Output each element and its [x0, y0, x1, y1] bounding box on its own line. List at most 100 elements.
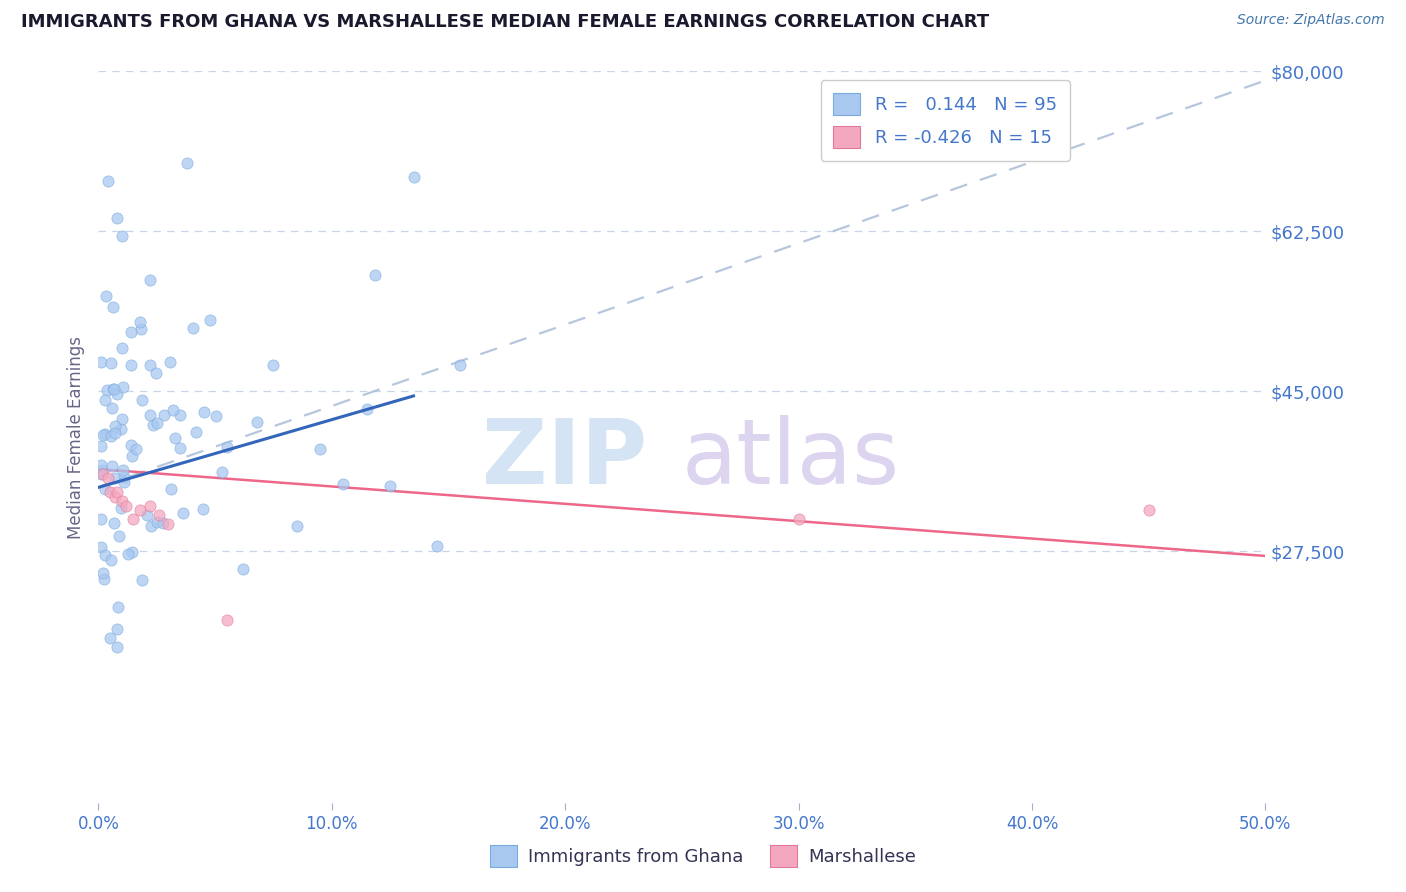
Point — [103, 516, 125, 530]
Point — [97, 174, 120, 188]
Point — [139, 499, 162, 513]
Point — [111, 341, 134, 355]
Point — [105, 211, 128, 225]
Point — [90, 540, 112, 554]
Point — [103, 419, 125, 434]
Point — [94, 548, 117, 562]
Point — [105, 640, 128, 655]
Point — [90, 512, 112, 526]
Point — [96, 384, 118, 398]
Point — [91, 462, 114, 476]
Point — [110, 500, 132, 515]
Point — [232, 562, 254, 576]
Point — [115, 499, 138, 513]
Point — [93, 392, 115, 407]
Point — [117, 547, 139, 561]
Point — [112, 380, 135, 394]
Point — [402, 169, 425, 184]
Point — [110, 422, 132, 436]
Point — [157, 516, 180, 531]
Point — [98, 632, 121, 646]
Text: atlas: atlas — [682, 415, 900, 503]
Point — [129, 322, 152, 336]
Point — [139, 408, 162, 422]
Point — [148, 508, 170, 522]
Point — [107, 386, 129, 401]
Point — [112, 475, 135, 489]
Point — [100, 429, 122, 443]
Point — [193, 405, 215, 419]
Point — [129, 315, 152, 329]
Point — [112, 469, 135, 483]
Point — [131, 393, 153, 408]
Point — [145, 366, 167, 380]
Point — [146, 417, 169, 431]
Point — [90, 458, 112, 472]
Point — [205, 409, 228, 424]
Point — [191, 502, 214, 516]
Point — [364, 268, 387, 283]
Point — [91, 467, 114, 481]
Text: Source: ZipAtlas.com: Source: ZipAtlas.com — [1237, 13, 1385, 28]
Point — [356, 401, 378, 416]
Point — [105, 484, 128, 499]
Point — [131, 573, 153, 587]
Point — [111, 412, 134, 426]
Point — [90, 355, 112, 369]
Point — [160, 482, 183, 496]
Point — [96, 288, 118, 302]
Point — [93, 572, 115, 586]
Point — [142, 418, 165, 433]
Point — [169, 442, 191, 456]
Point — [211, 465, 233, 479]
Point — [101, 459, 124, 474]
Point — [90, 467, 112, 481]
Point — [93, 566, 115, 580]
Point — [101, 401, 124, 415]
Legend: R =   0.144   N = 95, R = -0.426   N = 15: R = 0.144 N = 95, R = -0.426 N = 15 — [821, 80, 1070, 161]
Point — [449, 358, 471, 372]
Point — [135, 508, 157, 523]
Point — [101, 382, 124, 396]
Point — [152, 409, 174, 423]
Point — [125, 442, 148, 456]
Text: ZIP: ZIP — [482, 415, 647, 503]
Text: IMMIGRANTS FROM GHANA VS MARSHALLESE MEDIAN FEMALE EARNINGS CORRELATION CHART: IMMIGRANTS FROM GHANA VS MARSHALLESE MED… — [21, 13, 990, 31]
Point — [107, 599, 129, 614]
Point — [104, 490, 127, 504]
Point — [200, 313, 222, 327]
Point — [108, 529, 131, 543]
Point — [176, 155, 198, 169]
Point — [215, 613, 238, 627]
Point — [181, 321, 204, 335]
Legend: Immigrants from Ghana, Marshallese: Immigrants from Ghana, Marshallese — [482, 838, 924, 874]
Point — [120, 438, 142, 452]
Point — [246, 415, 269, 429]
Point — [104, 426, 127, 441]
Point — [90, 439, 112, 453]
Y-axis label: Median Female Earnings: Median Female Earnings — [66, 335, 84, 539]
Point — [163, 431, 186, 445]
Point — [97, 471, 120, 485]
Point — [332, 476, 354, 491]
Point — [103, 382, 125, 396]
Point — [112, 463, 135, 477]
Point — [122, 512, 145, 526]
Point — [285, 518, 308, 533]
Point — [93, 427, 115, 442]
Point — [426, 540, 449, 554]
Point — [121, 545, 143, 559]
Point — [98, 484, 121, 499]
Point — [146, 515, 169, 529]
Point — [186, 425, 208, 440]
Point — [309, 442, 332, 457]
Point — [139, 358, 162, 372]
Point — [104, 471, 127, 485]
Point — [215, 440, 238, 454]
Point — [1137, 503, 1160, 517]
Point — [101, 300, 124, 314]
Point — [159, 355, 181, 369]
Point — [91, 427, 114, 442]
Point — [100, 356, 122, 370]
Point — [172, 506, 194, 520]
